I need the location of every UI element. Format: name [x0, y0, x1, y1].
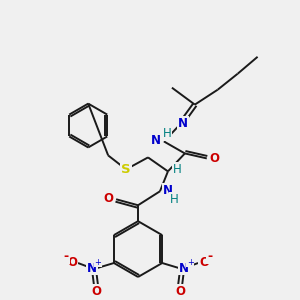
Text: N: N	[178, 117, 188, 130]
Text: N: N	[87, 262, 97, 275]
Text: O: O	[103, 192, 113, 205]
Text: H: H	[163, 127, 171, 140]
Text: H: H	[172, 163, 181, 176]
Text: O: O	[199, 256, 209, 268]
Text: N: N	[151, 134, 161, 147]
Text: O: O	[210, 152, 220, 165]
Text: S: S	[121, 163, 131, 176]
Text: +: +	[187, 257, 194, 266]
Text: -: -	[208, 250, 213, 262]
Text: N: N	[163, 184, 173, 197]
Text: O: O	[67, 256, 77, 268]
Text: N: N	[179, 262, 189, 275]
Text: +: +	[94, 257, 101, 266]
Text: H: H	[169, 193, 178, 206]
Text: O: O	[175, 285, 185, 298]
Text: -: -	[64, 250, 69, 262]
Text: O: O	[91, 285, 101, 298]
